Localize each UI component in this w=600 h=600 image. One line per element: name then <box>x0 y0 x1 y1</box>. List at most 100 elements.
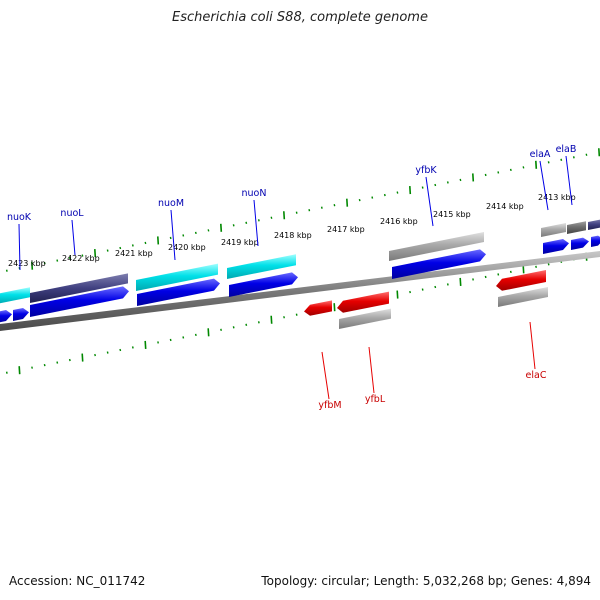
lower-tick <box>194 333 197 337</box>
lower-tick <box>18 366 21 375</box>
lower-tick <box>182 336 185 339</box>
kbp-label: 2423 kbp <box>8 259 46 268</box>
upper-tick <box>94 248 97 258</box>
gene-leader-line <box>253 199 259 247</box>
upper-tick <box>31 261 34 270</box>
lower-tick <box>220 328 222 332</box>
upper-tick <box>535 160 538 169</box>
genome-summary-text: Topology: circular; Length: 5,032,268 bp… <box>261 574 591 588</box>
gene-leader-line <box>425 176 434 227</box>
gene-bar-elaC <box>498 287 548 307</box>
upper-tick <box>396 191 399 194</box>
lower-tick <box>106 351 109 354</box>
upper-tick <box>358 198 361 202</box>
upper-tick <box>81 254 84 257</box>
gene-leader-line <box>170 209 176 261</box>
lower-tick <box>396 290 399 299</box>
map-title: Escherichia coli S88, complete genome <box>172 10 428 25</box>
gene-label-elaB: elaB <box>556 144 577 155</box>
gene-leader-line <box>529 321 536 370</box>
lower-tick <box>5 371 8 374</box>
cds-forward-elaA <box>543 239 569 254</box>
lower-tick <box>68 358 71 362</box>
cds-forward <box>13 308 29 321</box>
lower-tick <box>535 265 537 269</box>
kbp-label: 2420 kbp <box>168 243 206 252</box>
lower-tick <box>207 328 210 337</box>
lower-tick <box>94 353 96 357</box>
kbp-label: 2418 kbp <box>274 231 312 240</box>
upper-tick <box>157 236 160 245</box>
cds-reverse-yfbL <box>337 291 389 313</box>
lower-tick <box>131 346 134 349</box>
cds-forward-yfbK <box>392 249 486 279</box>
upper-tick <box>409 185 412 195</box>
gene-bar-nuoL <box>30 273 128 303</box>
upper-tick <box>472 173 475 182</box>
gene-label-yfbM: yfbM <box>318 400 341 411</box>
gene-label-layer: nuoK nuoL nuoM nuoN yfbK elaA elaB yfbM yfbL elaC <box>7 144 576 411</box>
gene-bar-yfbK <box>389 232 484 261</box>
upper-tick <box>119 246 122 250</box>
gene-label-nuoL: nuoL <box>60 208 84 219</box>
lower-tick <box>245 323 248 326</box>
upper-tick <box>383 193 386 197</box>
upper-tick <box>446 181 449 184</box>
lower-tick <box>144 340 147 350</box>
upper-tick <box>572 156 575 159</box>
gene-bar-next <box>588 219 600 230</box>
upper-tick <box>320 206 323 209</box>
lower-tick <box>169 338 172 342</box>
kbp-label: 2415 kbp <box>433 210 471 219</box>
gene-label-yfbK: yfbK <box>415 165 437 176</box>
backbone-layer <box>0 251 600 331</box>
lower-tick <box>81 353 84 362</box>
kbp-label: 2417 kbp <box>327 225 365 234</box>
lower-tick <box>446 283 449 286</box>
upper-tick <box>5 269 8 272</box>
upper-tick <box>106 249 109 252</box>
gene-bar-nuoN <box>227 254 296 279</box>
lower-tick <box>484 275 487 279</box>
gene-layer <box>0 219 600 329</box>
upper-tick <box>522 166 525 169</box>
kbp-label: 2421 kbp <box>115 249 153 258</box>
upper-tick <box>220 223 223 232</box>
upper-tick <box>509 168 512 172</box>
upper-tick <box>169 236 172 240</box>
upper-tick <box>295 211 298 214</box>
upper-tick <box>308 209 311 212</box>
kbp-label: 2414 kbp <box>486 202 524 211</box>
cds-forward <box>0 310 12 323</box>
lower-tick <box>472 278 474 281</box>
genome-backbone <box>0 251 600 331</box>
upper-tick <box>43 261 46 265</box>
lower-tick <box>497 273 500 276</box>
lower-tick <box>157 341 159 344</box>
upper-tick <box>434 183 437 187</box>
upper-tick <box>598 148 600 157</box>
lower-tick <box>333 303 336 312</box>
lower-tick <box>421 288 424 291</box>
gene-bar-nuoM <box>136 263 218 291</box>
gene-leader-line <box>71 219 76 256</box>
accession-text: Accession: NC_011742 <box>9 574 146 588</box>
upper-tick <box>497 171 500 174</box>
gene-leader-line <box>368 346 375 394</box>
upper-tick <box>182 234 185 237</box>
gene-bar-elaB <box>567 221 586 234</box>
upper-tick <box>484 173 487 177</box>
gene-label-yfbL: yfbL <box>365 394 386 405</box>
lower-tick <box>119 348 122 352</box>
upper-tick <box>560 158 563 161</box>
upper-tick <box>283 211 286 220</box>
upper-tick <box>194 231 197 235</box>
kbp-label-layer: 2423 kbp 2422 kbp 2421 kbp 2420 kbp 2419 kbp… <box>8 193 576 268</box>
lower-tick <box>31 366 33 369</box>
upper-tick <box>232 224 235 227</box>
lower-tick <box>270 315 273 324</box>
lower-tick <box>43 363 46 367</box>
upper-tick <box>207 229 210 232</box>
lower-tick <box>295 313 298 316</box>
gene-label-nuoM: nuoM <box>158 198 184 209</box>
